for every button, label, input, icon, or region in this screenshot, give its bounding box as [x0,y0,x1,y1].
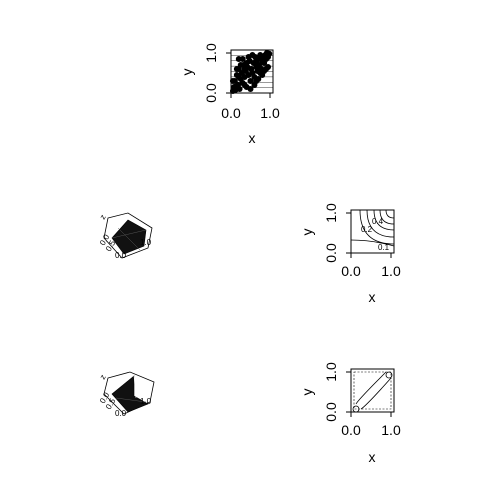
contour-1-label-0: 0.2 [361,225,373,234]
contour-panel-2: 0.0 1.0 x 0.0 1.0 y [299,362,401,465]
contour-1-frame [350,209,395,254]
surface-mesh-line-1a [111,229,147,239]
scatter-point [237,62,244,68]
scatter-point [236,86,243,92]
surface-mesh-line-2a [133,375,137,399]
surface-2-x-tick-1: 1.0 [140,397,152,406]
contour-1-x-axis-label: x [369,289,376,305]
surface-mesh-line-2b [115,397,147,403]
scatter-point [229,78,236,84]
surface-panel-2: z 0.0 0.5 0.0 1.0 [98,371,155,418]
contour-2-x-tick-label-1: 1.0 [381,422,401,438]
scatter-point [247,78,254,84]
contour-2-lines [355,371,392,410]
contour-2-y-axis-label: y [299,389,315,396]
contour-1-x-tick-label-0: 0.0 [341,263,361,279]
contour-1-line [373,209,395,231]
surface-1-x-tick-1: 1.0 [140,238,152,247]
contour-2-line [355,371,387,405]
contour-1-line [359,209,395,245]
surface-mesh-1 [111,219,147,255]
contour-2-max-marker [385,371,393,379]
contour-2-inner-frame [353,371,392,410]
contour-1-line [366,209,395,238]
scatter-point [235,56,242,62]
contour-2-line [360,377,392,410]
contour-2-x-tick-label-0: 0.0 [341,422,361,438]
surface-panel-1: z 0.0 0.5 0.0 1.0 [98,212,153,260]
scatter-y-axis-label: y [179,69,195,76]
scatter-point [235,74,242,80]
contour-1-x-tick-label-1: 1.0 [381,263,401,279]
scatter-point [233,66,240,72]
scatter-point [253,78,260,84]
scatter-x-tick-label-0: 0.0 [221,105,241,121]
contour-1-y-tick-label-0: 0.0 [323,243,339,263]
scatter-point [243,60,250,66]
scatter-x-axis-label: x [249,130,256,146]
scatter-point [266,50,273,57]
scatter-point [263,66,270,72]
scatter-point [259,72,266,78]
contour-1-y-axis-label: y [299,229,315,236]
contour-1-label-2: 0.4 [372,217,384,226]
scatter-point [241,66,248,72]
scatter-y-tick-label-0: 0.0 [203,83,219,103]
scatter-y-tick-label-1: 1.0 [203,43,219,63]
scatter-point [231,84,238,90]
contour-2-y-tick-label-0: 0.0 [323,402,339,422]
scatter-points [229,50,273,94]
surface-box-1 [103,212,153,259]
surface-1-x-tick-0: 0.0 [115,251,127,260]
scatter-panel: 0.0 1.0 x 0.0 1.0 y [179,43,280,146]
contour-1-label-1: 0.1 [378,243,390,252]
contour-2-x-axis-label: x [369,449,376,465]
surface-1-z-axis-label: z [98,213,108,221]
surface-mesh-2 [111,375,149,413]
scatter-x-tick-label-1: 1.0 [260,105,280,121]
contour-2-frame [350,368,395,413]
scatter-point [241,82,248,88]
surface-box-2 [103,371,155,415]
contour-1-line [379,209,395,225]
contour-2-min-marker [352,405,360,413]
contour-1-y-tick-label-1: 1.0 [323,203,339,223]
scatter-point [249,52,256,58]
contour-2-y-tick-label-1: 1.0 [323,362,339,382]
scatter-point [247,86,254,92]
contour-1-line [385,209,395,219]
surface-2-z-axis-label: z [98,373,108,381]
surface-2-x-tick-0: 0.0 [115,409,127,418]
contour-1-line [350,239,395,247]
contour-1-lines [350,209,395,247]
scatter-point [253,58,260,64]
contour-panel-1: 0.2 0.1 0.4 0.0 1.0 x 0.0 1.0 y [299,203,401,305]
surface-mesh-line-1b [117,227,141,251]
